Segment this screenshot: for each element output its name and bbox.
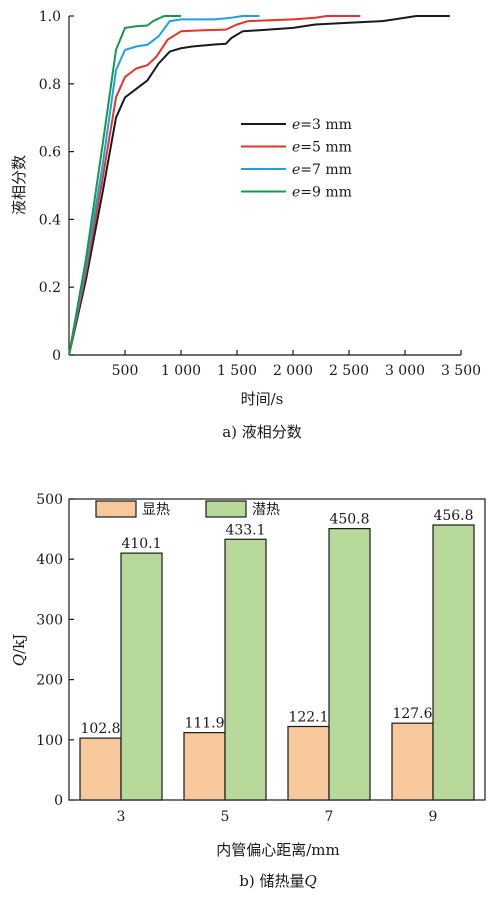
liquid-fraction-plot-area: 0 0.2 0.4 0.6 0.8 1.0 500 1 000 1 500 2 000 2 500 3…: [39, 9, 481, 379]
legend-label-rest: =3 mm: [300, 117, 352, 133]
liquid-fraction-chart: 0 0.2 0.4 0.6 0.8 1.0 500 1 000 1 500 2 000 2 500 3…: [10, 9, 481, 441]
legend-label-var: e: [292, 117, 300, 133]
heat-storage-caption: b) 储热量Q: [239, 872, 317, 890]
bar-value-label: 456.8: [433, 508, 473, 524]
legend-label: 显热: [142, 502, 170, 518]
legend-swatch: [205, 500, 247, 518]
bar-value-label: 410.1: [121, 536, 161, 552]
bar-value-label: 450.8: [329, 512, 369, 528]
x-tick-label: 3: [117, 809, 126, 825]
x-tick-label: 1 500: [217, 363, 257, 379]
bar-value-label: 102.8: [80, 721, 120, 737]
series-line-e5: [68, 15, 361, 356]
y-tick-label: 1.0: [39, 9, 61, 25]
latent-heat-bar: [120, 552, 163, 801]
liquid-fraction-caption: a) 液相分数: [222, 423, 302, 441]
y-tick-label: 300: [36, 612, 63, 628]
y-tick-label: 0.2: [39, 280, 61, 296]
heat-storage-ylabel-unit: /kJ: [10, 634, 28, 654]
bar-value-label: 111.9: [184, 716, 224, 732]
legend-label-rest: =5 mm: [300, 140, 352, 156]
liquid-fraction-legend: e=3 mme=5 mme=7 mme=9 mm: [241, 117, 352, 201]
y-tick-label: 0.8: [39, 77, 61, 93]
x-tick-label: 9: [429, 809, 438, 825]
x-tick-label: 1 000: [161, 363, 201, 379]
y-tick-label: 0.4: [39, 212, 61, 228]
series-line-e7: [68, 15, 260, 356]
bar-value-label: 122.1: [288, 709, 328, 725]
y-tick-label: 0: [52, 348, 61, 364]
bar-value-label: 127.6: [392, 706, 432, 722]
y-tick-label: 500: [36, 492, 63, 508]
sensible-heat-bar: [183, 732, 226, 801]
legend-label-var: e: [292, 185, 300, 201]
liquid-fraction-xlabel: 时间/s: [241, 390, 284, 408]
y-tick-label: 0.6: [39, 145, 61, 161]
series-line-e9: [68, 15, 181, 356]
heat-storage-xlabel: 内管偏心距离/mm: [216, 841, 340, 859]
x-tick-label: 500: [112, 363, 139, 379]
heat-storage-legend: 显热 潜热: [95, 500, 280, 518]
heat-storage-frame: [68, 498, 486, 801]
y-tick-label: 200: [36, 673, 63, 689]
series-line-e3: [68, 15, 450, 356]
legend-label: 潜热: [252, 502, 280, 518]
heat-storage-plot-area: 0 100 200 300 400 500 3 102.8 410.1 5 111.9 433.1 7 1…: [36, 492, 486, 825]
heat-storage-ylabel-var: Q: [10, 654, 28, 666]
x-tick-label: 3 500: [441, 363, 481, 379]
x-tick-label: 7: [325, 809, 334, 825]
legend-label-var: e: [292, 140, 300, 156]
x-tick-label: 5: [221, 809, 230, 825]
sensible-heat-bar: [391, 722, 434, 801]
latent-heat-bar: [224, 538, 267, 801]
y-tick-label: 0: [54, 793, 63, 809]
bar-value-label: 433.1: [225, 522, 265, 538]
y-tick-label: 100: [36, 733, 63, 749]
x-tick-label: 2 500: [329, 363, 369, 379]
legend-label-rest: =7 mm: [300, 162, 352, 178]
sensible-heat-bar: [79, 737, 122, 801]
heat-storage-caption-var: Q: [304, 872, 316, 890]
liquid-fraction-ylabel: 液相分数: [10, 155, 28, 215]
latent-heat-bar: [432, 524, 475, 801]
sensible-heat-bar: [287, 725, 330, 801]
legend-label: e=9 mm: [292, 185, 352, 201]
legend-swatch: [95, 500, 137, 518]
legend-label-rest: =9 mm: [300, 185, 352, 201]
latent-heat-bar: [328, 528, 371, 801]
legend-label: e=5 mm: [292, 140, 352, 156]
legend-label-var: e: [292, 162, 300, 178]
heat-storage-caption-main: b) 储热量: [239, 872, 304, 890]
heat-storage-ylabel: Q/kJ: [10, 634, 28, 666]
legend-label: e=7 mm: [292, 162, 352, 178]
y-tick-label: 400: [36, 552, 63, 568]
heat-storage-chart: 0 100 200 300 400 500 3 102.8 410.1 5 111.9 433.1 7 1…: [10, 492, 486, 890]
x-tick-label: 3 000: [385, 363, 425, 379]
x-tick-label: 2 000: [273, 363, 313, 379]
legend-label: e=3 mm: [292, 117, 352, 133]
